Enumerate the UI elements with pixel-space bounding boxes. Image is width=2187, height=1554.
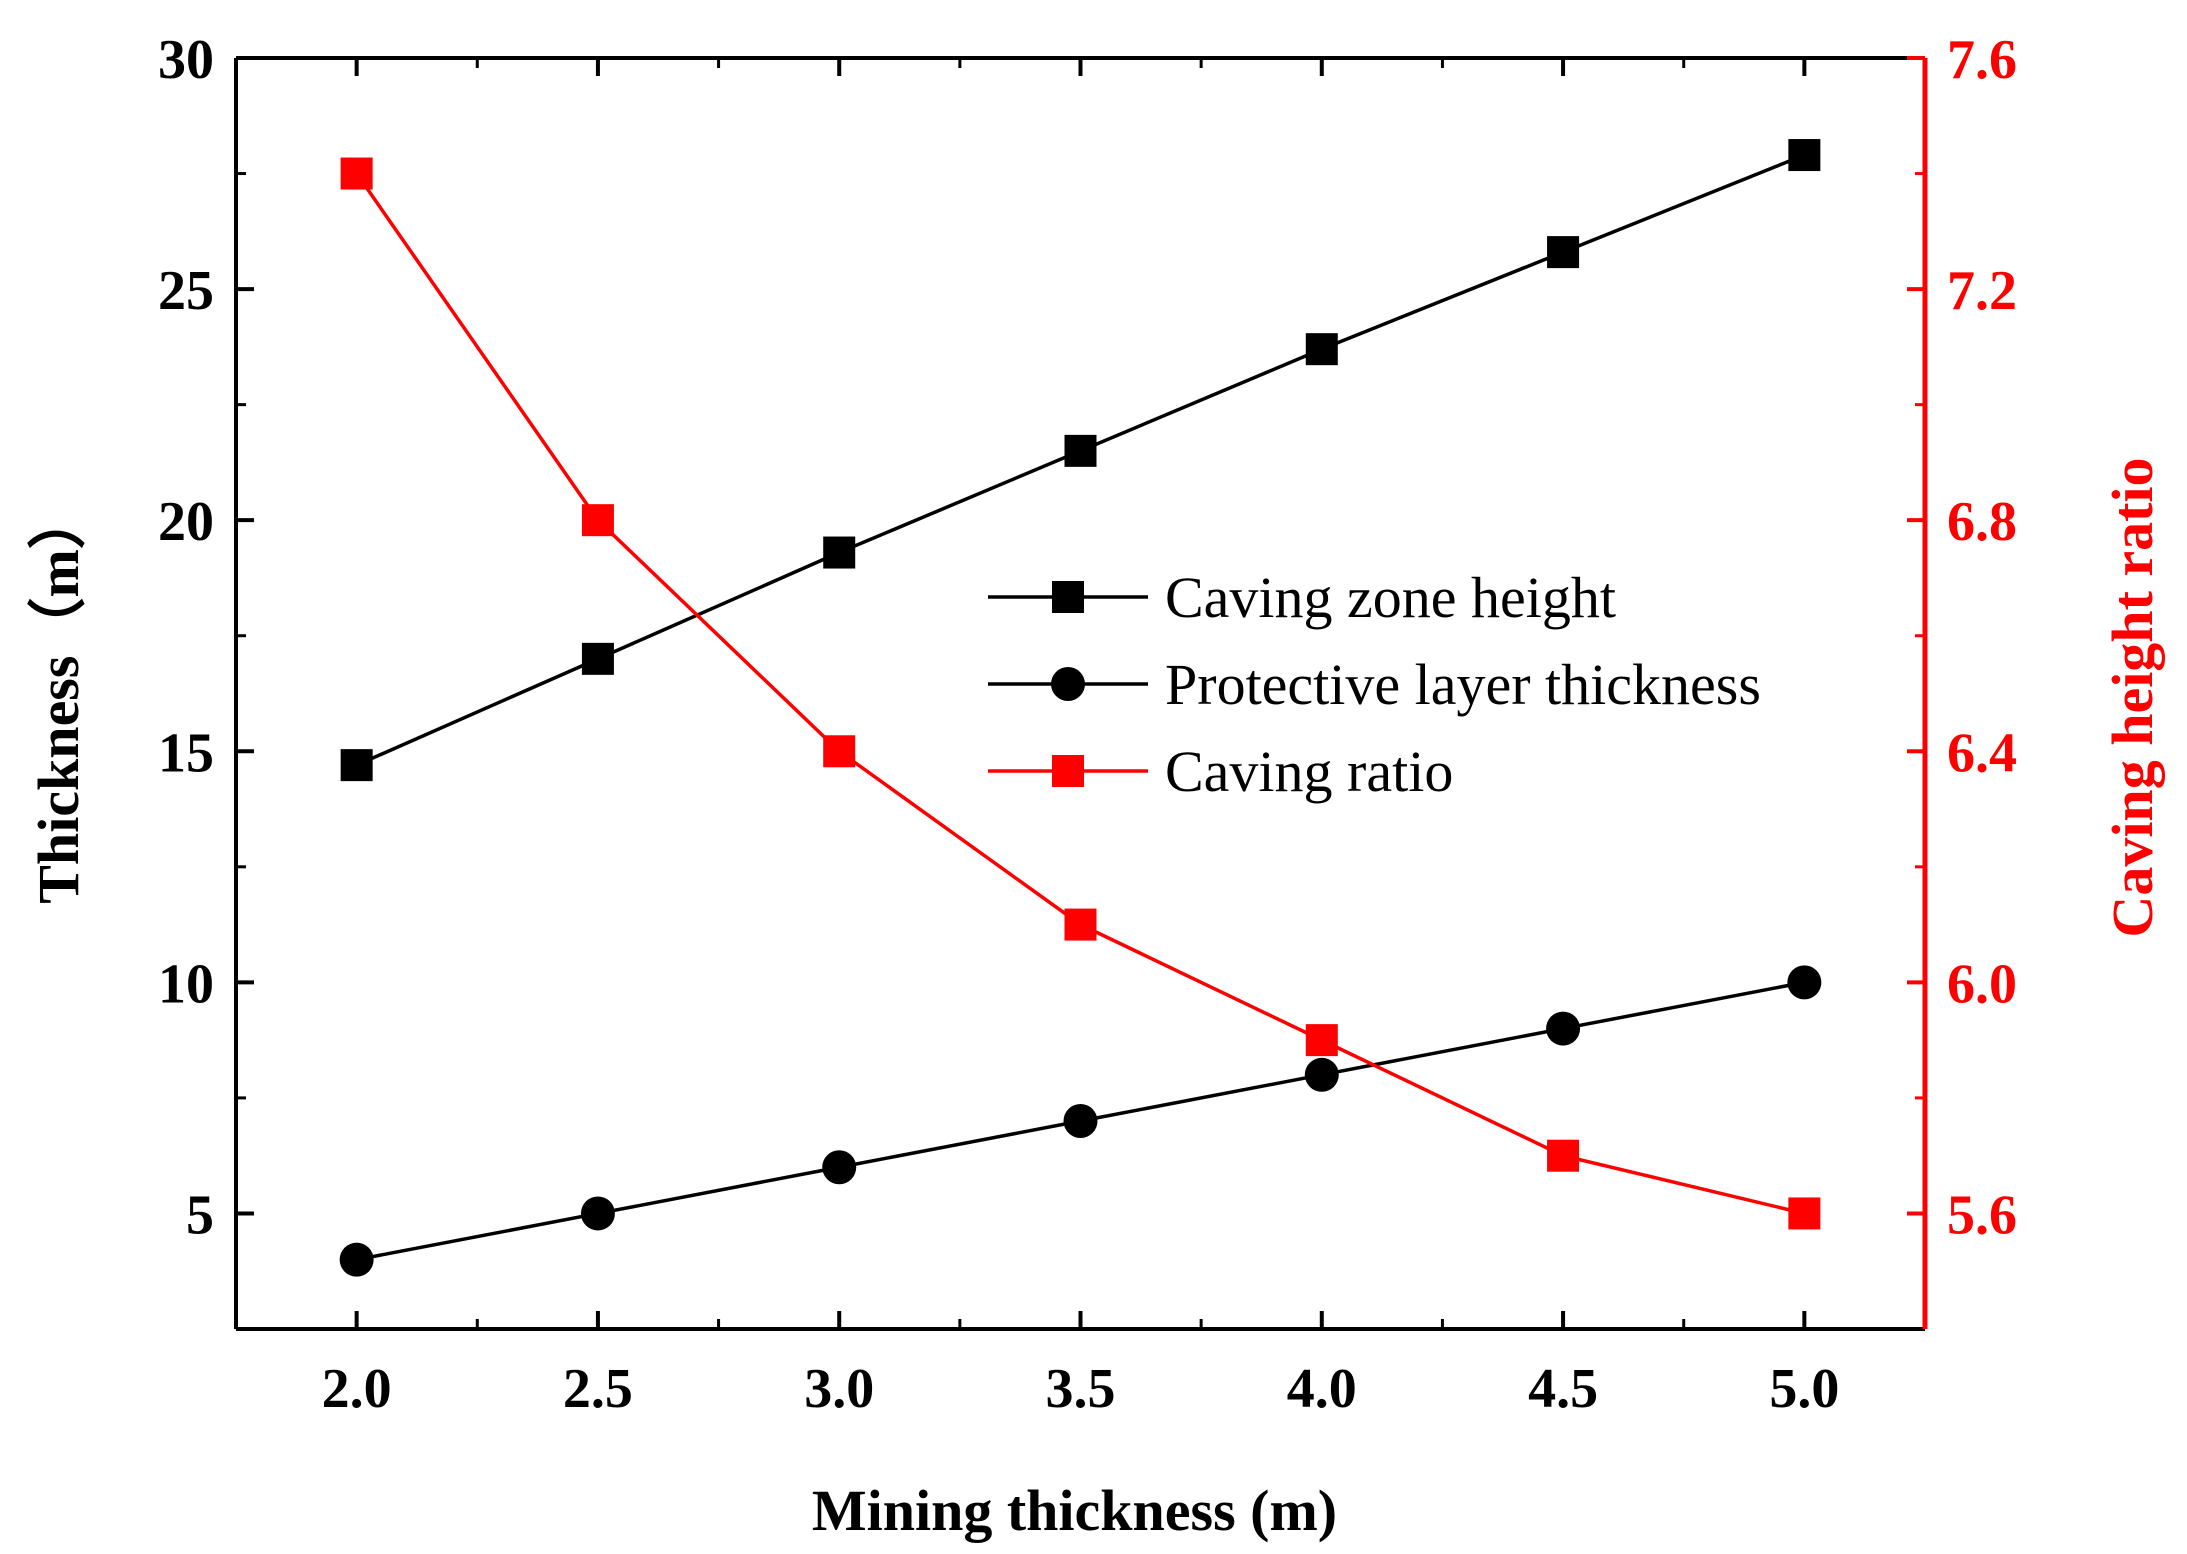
y-left-tick-label: 20: [158, 491, 214, 553]
legend-item: Caving ratio: [988, 739, 1453, 804]
data-point-marker: [340, 157, 373, 190]
y-right-tick-label: 7.2: [1947, 260, 2017, 322]
y-right-tick-label: 6.8: [1947, 491, 2017, 553]
y-right-tick-label: 7.6: [1947, 29, 2017, 91]
y-left-tick-label: 15: [158, 722, 214, 784]
y-left-tick-label: 25: [158, 260, 214, 322]
data-point-marker: [1064, 434, 1097, 467]
data-point-marker: [1304, 1057, 1339, 1092]
x-tick-label: 3.0: [804, 1358, 874, 1420]
x-tick-label: 2.0: [322, 1358, 392, 1420]
y-right-tick-label: 5.6: [1947, 1184, 2017, 1246]
data-point-marker: [1063, 1104, 1098, 1139]
y-left-tick-label: 30: [158, 29, 214, 91]
data-point-marker: [823, 735, 856, 768]
x-tick-label: 4.0: [1287, 1358, 1357, 1420]
data-point-marker: [1787, 965, 1822, 1000]
x-tick-label: 5.0: [1769, 1358, 1839, 1420]
data-point-marker: [580, 1196, 615, 1231]
data-point-marker: [581, 504, 614, 537]
data-point-marker: [340, 749, 373, 782]
data-point-marker: [339, 1242, 374, 1277]
y-left-axis-title: Thickness（m）: [26, 491, 91, 904]
data-point-marker: [1064, 908, 1097, 941]
data-point-marker: [1547, 236, 1580, 269]
series-protective-layer-thickness: [339, 965, 1822, 1277]
data-point-marker: [823, 536, 856, 569]
legend-marker: [1052, 581, 1084, 613]
data-point-marker: [1546, 1011, 1581, 1046]
data-point-marker: [1305, 1024, 1338, 1057]
legend-item: Protective layer thickness: [988, 652, 1761, 717]
series-caving-zone-height: [340, 139, 1821, 782]
legend-label: Caving ratio: [1165, 739, 1453, 804]
series-caving-ratio: [340, 157, 1821, 1230]
data-point-marker: [581, 642, 614, 675]
y-left-tick-label: 10: [158, 953, 214, 1015]
data-point-marker: [1547, 1139, 1580, 1172]
x-tick-label: 4.5: [1528, 1358, 1598, 1420]
x-tick-label: 3.5: [1046, 1358, 1116, 1420]
y-right-tick-label: 6.4: [1947, 722, 2017, 784]
legend-item: Caving zone height: [988, 565, 1616, 630]
legend-label: Caving zone height: [1165, 565, 1616, 630]
y-right-axis-title: Caving height ratio: [2100, 457, 2165, 937]
data-point-marker: [1788, 1197, 1821, 1230]
data-point-marker: [1788, 139, 1821, 172]
legend-label: Protective layer thickness: [1165, 652, 1761, 717]
x-tick-label: 2.5: [563, 1358, 633, 1420]
y-left-tick-label: 5: [186, 1184, 214, 1246]
x-axis-title: Mining thickness (m): [812, 1478, 1337, 1543]
data-point-marker: [1305, 333, 1338, 366]
y-right-tick-label: 6.0: [1947, 953, 2017, 1015]
data-point-marker: [822, 1150, 857, 1185]
legend-marker: [1051, 667, 1085, 701]
legend-marker: [1052, 755, 1084, 787]
